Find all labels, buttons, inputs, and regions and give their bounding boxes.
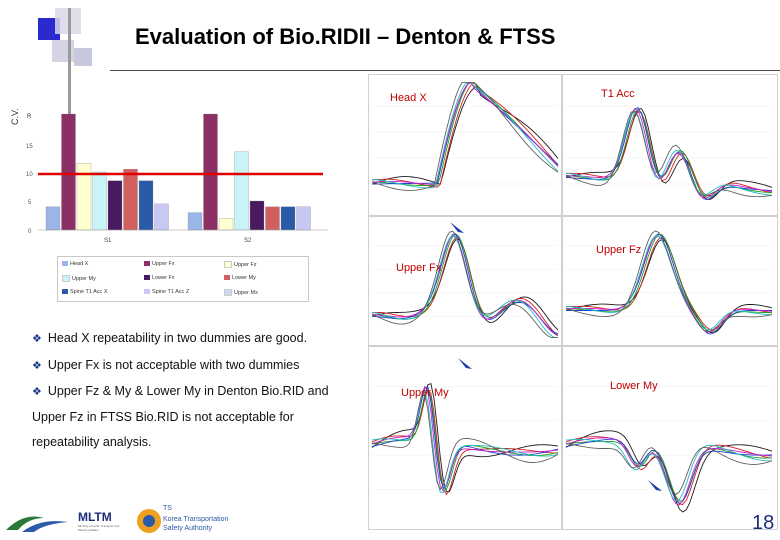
curve-trace: [371, 82, 559, 186]
decor-square-1: [38, 18, 60, 40]
curve-trace: [565, 230, 773, 332]
curve-trace: [371, 235, 559, 336]
y-tick-5: 5: [28, 200, 32, 206]
group-label-s1: S1: [104, 238, 112, 244]
decor-vertical-line: [68, 8, 71, 118]
y-axis-label-sub: R: [27, 114, 32, 120]
bullet-1: ❖ Head X repeatability in two dummies are…: [32, 331, 308, 345]
curve-trace: [371, 233, 559, 335]
label-lower-my: Lower My: [610, 380, 658, 392]
legend-item-head-x: Head X: [62, 261, 88, 267]
curve-trace: [371, 82, 559, 189]
curve-trace: [565, 440, 773, 502]
bullet-diamond-icon: ❖: [32, 386, 42, 398]
curve-trace: [565, 111, 773, 196]
curve-trace: [565, 438, 773, 505]
curve-trace: [565, 430, 773, 513]
ts-logo-mark: TS: [163, 505, 172, 512]
label-upper-fx: Upper Fx: [396, 262, 442, 274]
curve-trace: [371, 82, 559, 191]
mltm-logo-icon: [6, 516, 68, 532]
arrow-marker-2: [458, 358, 472, 369]
y-tick-15: 15: [26, 144, 33, 150]
plot-upper-fz: [562, 216, 778, 346]
curve-trace: [565, 108, 773, 200]
legend-item-upper-fx: Upper Fx: [144, 261, 175, 267]
group-label-s2: S2: [244, 238, 252, 244]
arrow-marker-1: [450, 222, 464, 233]
curve-trace: [565, 436, 773, 506]
label-head-x: Head X: [390, 92, 427, 104]
bullet-3-continuation-1: Upper Fz in FTSS Bio.RID is not acceptab…: [32, 410, 294, 424]
curve-trace: [371, 390, 559, 493]
mltm-logo-subtext: Ministry of Land, Transport and Maritime…: [78, 525, 120, 532]
label-upper-fz: Upper Fz: [596, 244, 642, 256]
curve-trace: [371, 387, 559, 491]
ts-logo-icon: [137, 509, 161, 533]
curve-trace: [371, 233, 559, 337]
curve-trace: [371, 393, 559, 491]
y-axis-label: C.V.: [10, 108, 20, 125]
ts-logo-line1: Korea Transportation: [163, 516, 229, 523]
curve-trace: [371, 388, 559, 496]
legend-item-upper-mx: Upper Mx: [224, 289, 258, 296]
curve-trace: [371, 382, 559, 493]
mltm-logo-text: MLTM: [78, 510, 112, 524]
slide-title: Evaluation of Bio.RIDII – Denton & FTSS: [135, 24, 556, 49]
curve-trace: [371, 385, 559, 492]
curve-trace: [565, 438, 772, 502]
curve-trace: [566, 233, 772, 335]
legend-item-upper-my: Upper My: [62, 275, 96, 282]
cv-bar-chart: C.V. R 0 5 10 15 S1 S2: [10, 108, 328, 244]
bullet-diamond-icon: ❖: [32, 360, 42, 372]
curve-trace: [371, 85, 559, 185]
curve-trace: [565, 442, 773, 495]
legend-item-spine-t1-x: Spine T1 Acc X: [62, 289, 108, 295]
label-upper-my: Upper My: [401, 387, 449, 399]
bullet-2: ❖ Upper Fx is not acceptable with two dum…: [32, 358, 300, 372]
plot-head-x: [368, 74, 562, 216]
title-underline: [110, 70, 780, 71]
curve-trace: [565, 111, 773, 196]
curve-trace: [566, 108, 773, 199]
legend-item-lower-fx: Lower Fx: [144, 275, 175, 281]
bullet-3-continuation-2: repeatability analysis.: [32, 435, 152, 449]
legend-item-upper-fz: Upper Fz: [224, 261, 257, 268]
curve-trace: [565, 110, 773, 198]
plot-t1-acc: [562, 74, 778, 216]
legend-item-spine-t1-z: Spine T1 Acc Z: [144, 289, 189, 295]
bar-chart-legend: Head X Upper Fx Upper Fz Upper My Lower …: [57, 256, 309, 302]
label-t1-acc: T1 Acc: [601, 88, 635, 100]
arrow-marker-3: [648, 480, 662, 491]
ts-logo-line2: Safety Authority: [163, 525, 213, 532]
y-tick-10: 10: [26, 172, 33, 178]
bullet-diamond-icon: ❖: [32, 333, 42, 345]
page-number: 18: [752, 512, 775, 534]
decor-square-4: [74, 48, 92, 66]
legend-item-lower-my: Lower My: [224, 275, 256, 281]
curve-trace: [371, 230, 558, 339]
bullet-3: ❖ Upper Fz & My & Lower My in Denton Bio.…: [32, 384, 329, 398]
curve-trace: [371, 81, 559, 188]
y-tick-0: 0: [28, 229, 32, 235]
